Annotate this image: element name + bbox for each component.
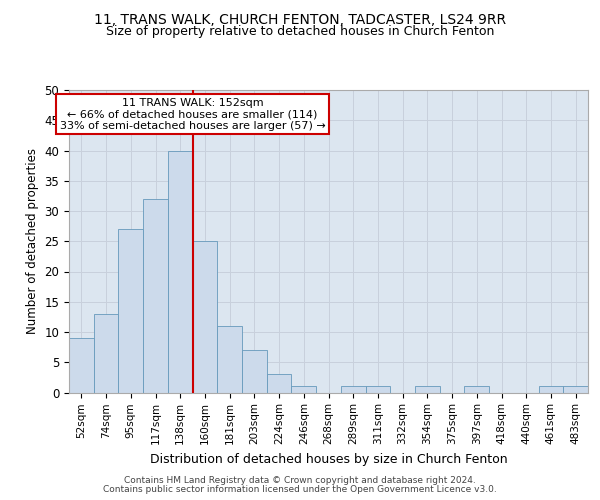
X-axis label: Distribution of detached houses by size in Church Fenton: Distribution of detached houses by size … [149,452,508,466]
Text: Contains HM Land Registry data © Crown copyright and database right 2024.: Contains HM Land Registry data © Crown c… [124,476,476,485]
Bar [267,374,292,392]
Bar [217,326,242,392]
Bar [563,386,588,392]
Bar [193,242,217,392]
Bar [143,199,168,392]
Bar [365,386,390,392]
Bar [292,386,316,392]
Bar [168,150,193,392]
Bar [464,386,489,392]
Bar [341,386,365,392]
Text: 11 TRANS WALK: 152sqm
← 66% of detached houses are smaller (114)
33% of semi-det: 11 TRANS WALK: 152sqm ← 66% of detached … [59,98,325,131]
Bar [118,229,143,392]
Bar [94,314,118,392]
Bar [415,386,440,392]
Bar [539,386,563,392]
Text: Contains public sector information licensed under the Open Government Licence v3: Contains public sector information licen… [103,485,497,494]
Text: 11, TRANS WALK, CHURCH FENTON, TADCASTER, LS24 9RR: 11, TRANS WALK, CHURCH FENTON, TADCASTER… [94,12,506,26]
Y-axis label: Number of detached properties: Number of detached properties [26,148,39,334]
Text: Size of property relative to detached houses in Church Fenton: Size of property relative to detached ho… [106,25,494,38]
Bar [69,338,94,392]
Bar [242,350,267,393]
